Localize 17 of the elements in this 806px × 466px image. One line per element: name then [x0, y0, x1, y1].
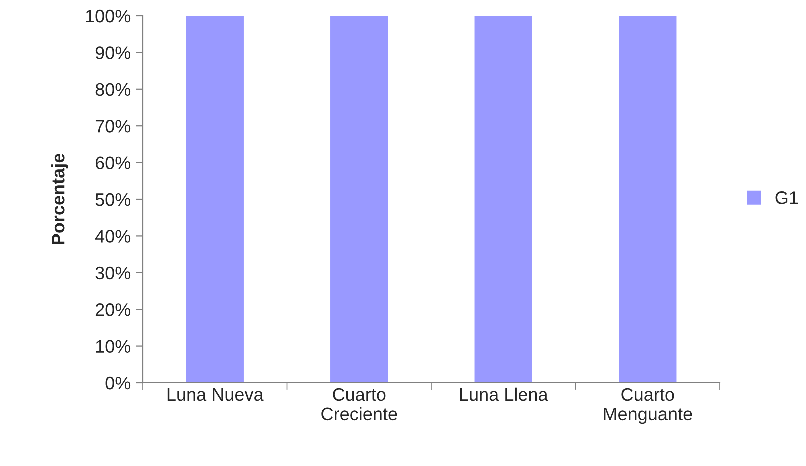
legend-label: G1	[776, 192, 798, 204]
x-tick-label: Cuarto Menguante	[604, 388, 692, 424]
y-tick-label: 60%	[96, 156, 131, 170]
y-axis-title: Porcentaje	[52, 154, 68, 244]
y-tick-label: 20%	[96, 304, 131, 316]
y-tick-label: 80%	[96, 83, 131, 96]
y-tick-label: 70%	[96, 120, 131, 133]
y-tick-label: 100%	[86, 10, 131, 23]
y-tick-label: 30%	[96, 266, 131, 280]
y-tick-label: 40%	[95, 230, 131, 243]
x-tick-label: Luna Llena	[460, 388, 548, 402]
x-tick-label: Luna Nueva	[168, 388, 264, 402]
y-tick-label: 90%	[96, 46, 131, 60]
x-tick-label: Cuarto Creciente	[322, 388, 398, 421]
y-tick-label: 0%	[106, 376, 131, 390]
y-tick-label: 10%	[96, 340, 131, 354]
y-tick-label: 50%	[96, 193, 131, 206]
